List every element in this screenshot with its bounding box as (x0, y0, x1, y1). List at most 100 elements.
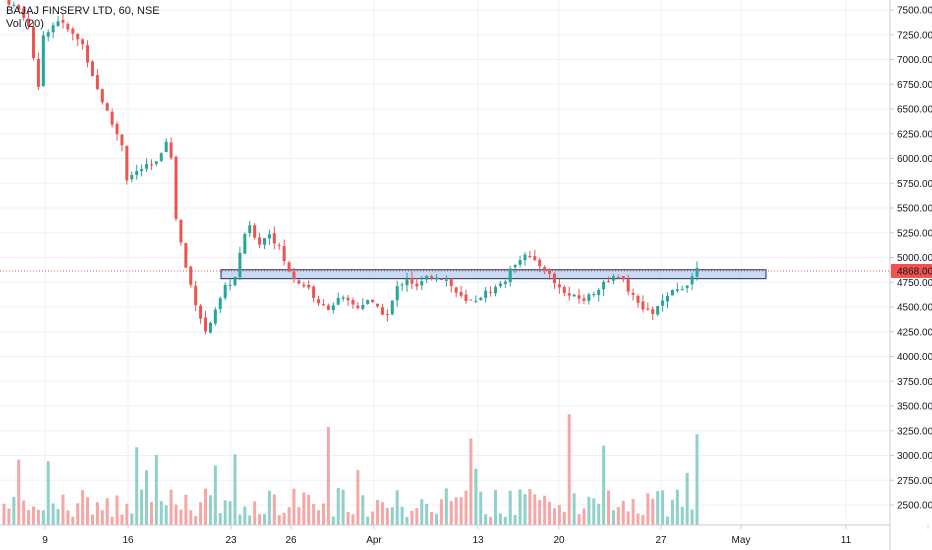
price-tick-label: 6250.00 (897, 129, 932, 140)
volume-bar (145, 470, 149, 525)
volume-bar (666, 516, 670, 525)
candle-body (380, 307, 384, 315)
volume-bar (366, 516, 370, 525)
candle-body (331, 305, 335, 311)
volume-bar (415, 508, 419, 525)
candle-body (385, 314, 389, 316)
candle-body (46, 32, 50, 37)
candle-body (267, 234, 271, 239)
candle-body (287, 262, 291, 272)
volume-bar (395, 490, 399, 525)
candle-body (140, 169, 144, 171)
candle-body (552, 273, 556, 284)
volume-bar (503, 516, 507, 525)
price-tick-label: 7000.00 (897, 55, 932, 66)
candle-body (439, 278, 443, 280)
volume-bar (469, 438, 473, 525)
candle-body (523, 254, 527, 261)
price-tick-label: 3750.00 (897, 377, 932, 388)
volume-bar (262, 514, 266, 525)
volume-bar (562, 511, 566, 525)
volume-bar (331, 516, 335, 525)
candle-body (130, 175, 134, 180)
candle-body (12, 5, 16, 7)
price-tick-label: 5500.00 (897, 204, 932, 215)
candle-body (685, 285, 689, 289)
candle-body (31, 27, 35, 59)
volume-bar (272, 494, 276, 525)
volume-bar (326, 427, 330, 525)
candle-body (400, 284, 404, 286)
symbol-title: BAJAJ FINSERV LTD, 60, NSE (6, 5, 160, 17)
volume-bar (390, 507, 394, 525)
volume-bar (184, 494, 188, 525)
candle-body (666, 295, 670, 302)
volume-bar (208, 495, 212, 525)
candle-body (272, 233, 276, 244)
candle-body (611, 276, 615, 281)
volume-bar (213, 465, 217, 525)
volume-bar (592, 498, 596, 525)
volume-bar (493, 489, 497, 525)
candle-body (71, 28, 75, 34)
volume-bar (115, 495, 119, 525)
volume-bar (41, 510, 45, 525)
candle-body (548, 269, 552, 274)
volume-bar (253, 501, 257, 525)
volume-bar (656, 491, 660, 525)
volume-bar (670, 499, 674, 525)
candle-body (459, 292, 463, 296)
volume-bar (400, 506, 404, 525)
candle-body (597, 289, 601, 295)
candle-body (661, 300, 665, 306)
bottom-time-axis: 9 16 23 26 Apr 13 20 27 May 11 (42, 525, 929, 546)
candle-body (484, 290, 488, 298)
volume-bar (149, 501, 153, 525)
volume-bar (140, 489, 144, 525)
price-tick-label: 2500.00 (897, 501, 932, 512)
candle-body (154, 161, 158, 164)
price-tick-label: 3250.00 (897, 426, 932, 437)
candle-body (86, 45, 90, 63)
volume-bar (277, 515, 281, 525)
volume-bar (51, 503, 55, 525)
volume-bar (228, 501, 232, 525)
candle-body (498, 283, 502, 287)
candle-body (194, 285, 198, 306)
volume-bars (2, 414, 699, 525)
volume-bar (631, 498, 635, 525)
candle-body (248, 225, 252, 234)
candle-body (51, 25, 55, 33)
candle-body (238, 252, 242, 278)
candle-body (253, 225, 257, 238)
candle-body (145, 164, 149, 169)
volume-bar (218, 513, 222, 525)
volume-bar (430, 512, 434, 525)
volume-bar (336, 488, 340, 525)
volume-bar (179, 509, 183, 525)
candle-body (90, 61, 94, 77)
volume-bar (420, 499, 424, 525)
candle-body (371, 299, 375, 303)
volume-bar (464, 490, 468, 525)
time-tick-label: 27 (655, 535, 667, 546)
candle-body (258, 237, 262, 245)
candle-body (444, 279, 448, 281)
chart-legend: BAJAJ FINSERV LTD, 60, NSE Vol (20) (6, 5, 160, 31)
candle-body (493, 286, 497, 294)
candle-body (100, 89, 104, 103)
price-tick-label: 7500.00 (897, 6, 932, 17)
candle-body (61, 19, 65, 23)
volume-bar (651, 498, 655, 525)
zone-rectangle[interactable] (220, 269, 767, 280)
volume-bar (31, 506, 35, 525)
candle-body (277, 244, 281, 246)
candle-body (430, 276, 434, 279)
price-tick-label: 5750.00 (897, 179, 932, 190)
current-price-badge: 4868.00 (891, 263, 932, 278)
volume-bar (351, 514, 355, 525)
volume-bar (164, 505, 168, 525)
candle-body (179, 220, 183, 243)
candle-body (366, 300, 370, 304)
